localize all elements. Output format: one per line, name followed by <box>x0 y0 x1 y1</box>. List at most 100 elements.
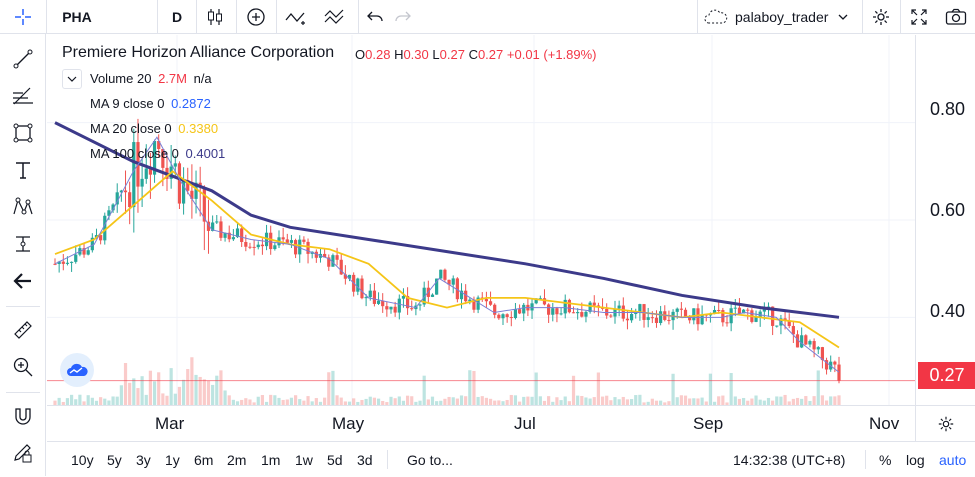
range-button-3y[interactable]: 3y <box>136 451 151 468</box>
volume-bar <box>281 399 285 405</box>
goto-date-button[interactable]: Go to... <box>407 451 453 468</box>
candle-body <box>144 168 148 179</box>
camera-icon[interactable] <box>940 0 972 34</box>
volume-bar <box>758 399 762 405</box>
range-button-6m[interactable]: 6m <box>194 451 214 468</box>
symbol-search-button[interactable]: PHA <box>62 9 92 25</box>
separator <box>6 306 40 307</box>
volume-bar <box>808 400 812 405</box>
lock-drawings-icon[interactable] <box>6 438 40 468</box>
volume-bar <box>169 368 173 405</box>
range-button-3d[interactable]: 3d <box>357 451 373 468</box>
candle-body <box>99 235 103 241</box>
volume-bar <box>650 398 654 405</box>
drawing-toolbar <box>0 34 46 476</box>
volume-bar <box>505 399 509 405</box>
range-button-5y[interactable]: 5y <box>107 451 122 468</box>
range-button-10y[interactable]: 10y <box>71 451 94 468</box>
volume-label: Volume 20 <box>90 71 152 86</box>
ma9-label: MA 9 close 0 <box>90 96 165 111</box>
volume-bar <box>795 397 800 405</box>
volume-bar <box>542 400 547 405</box>
volume-bar <box>206 380 211 405</box>
chart-pane[interactable] <box>47 35 915 405</box>
auto-scale-toggle[interactable]: auto <box>939 451 967 468</box>
candle-body <box>148 168 153 175</box>
volume-bar <box>302 400 306 405</box>
fullscreen-icon[interactable] <box>904 0 934 34</box>
tradingview-logo[interactable] <box>60 353 94 387</box>
volume-bar <box>227 395 231 405</box>
volume-bar <box>69 394 74 405</box>
ma20-value: 0.3380 <box>178 121 219 136</box>
time-axis[interactable]: Mar May Jul Sep Nov <box>47 405 915 441</box>
add-indicator-icon[interactable] <box>240 0 272 34</box>
legend-ma100-row[interactable]: MA 100 close 0 0.4001 <box>90 146 225 161</box>
range-button-1m[interactable]: 1m <box>261 451 281 468</box>
price-chart <box>47 35 915 405</box>
candle-body <box>559 313 563 315</box>
volume-bar <box>443 398 447 405</box>
candles-chart-type-icon[interactable] <box>200 0 230 34</box>
measure-icon[interactable] <box>6 229 40 259</box>
volume-bar <box>472 370 476 405</box>
legend-ma9-row[interactable]: MA 9 close 0 0.2872 <box>90 96 211 111</box>
range-button-1y[interactable]: 1y <box>165 451 180 468</box>
candle-body <box>368 290 372 298</box>
volume-bar <box>750 398 754 405</box>
separator <box>387 450 388 469</box>
legend-volume-row[interactable]: Volume 20 2.7M n/a <box>90 71 212 86</box>
pattern-icon[interactable] <box>6 192 40 222</box>
text-tool-icon[interactable] <box>6 155 40 185</box>
range-button-2m[interactable]: 2m <box>227 451 247 468</box>
axis-settings-icon[interactable] <box>915 405 975 441</box>
user-menu-button[interactable]: palaboy_trader <box>703 0 861 34</box>
candle-body <box>202 187 206 222</box>
candle-body <box>86 250 90 255</box>
redo-icon[interactable] <box>390 0 416 34</box>
fib-retracement-icon[interactable] <box>6 81 40 111</box>
volume-bar <box>157 372 161 405</box>
settings-gear-icon[interactable] <box>866 0 896 34</box>
candle-body <box>517 309 522 314</box>
interval-button[interactable]: D <box>171 9 183 25</box>
undo-icon[interactable] <box>362 0 388 34</box>
clock-timezone[interactable]: 14:32:38 (UTC+8) <box>733 451 846 468</box>
percent-scale-toggle[interactable]: % <box>879 451 892 468</box>
separator <box>236 0 237 34</box>
zoom-in-icon[interactable] <box>6 352 40 382</box>
candle-body <box>447 279 451 285</box>
candle-body <box>161 148 165 168</box>
candle-body <box>451 278 455 285</box>
range-button-1w[interactable]: 1w <box>295 451 313 468</box>
crosshair-icon[interactable] <box>0 0 46 34</box>
legend-ma20-row[interactable]: MA 20 close 0 0.3380 <box>90 121 218 136</box>
candle-body <box>497 314 501 319</box>
ruler-icon[interactable] <box>6 315 40 345</box>
candle-body <box>231 237 235 240</box>
volume-bar <box>551 401 555 405</box>
volume-bar <box>596 372 601 405</box>
legend-collapse-button[interactable] <box>62 69 82 89</box>
volume-bar <box>733 396 737 405</box>
candle-body <box>181 180 186 204</box>
indicators-icon[interactable] <box>280 0 314 34</box>
volume-bar <box>339 397 343 405</box>
volume-bar <box>775 396 779 405</box>
price-axis[interactable]: 0.80 0.60 0.40 0.27 <box>915 35 975 405</box>
volume-bar <box>360 399 364 405</box>
volume-bar <box>264 401 269 405</box>
last-price-badge: 0.27 <box>918 362 975 389</box>
candle-body <box>443 269 447 280</box>
candle-body <box>538 298 542 300</box>
trend-line-icon[interactable] <box>6 44 40 74</box>
rectangle-icon[interactable] <box>6 118 40 148</box>
magnet-icon[interactable] <box>6 401 40 431</box>
back-arrow-icon[interactable] <box>6 266 40 296</box>
volume-bar <box>323 397 327 405</box>
compare-icon[interactable] <box>318 0 354 34</box>
log-scale-toggle[interactable]: log <box>906 451 925 468</box>
range-button-5d[interactable]: 5d <box>327 451 343 468</box>
candle-body <box>795 334 800 348</box>
candle-body <box>542 298 547 305</box>
